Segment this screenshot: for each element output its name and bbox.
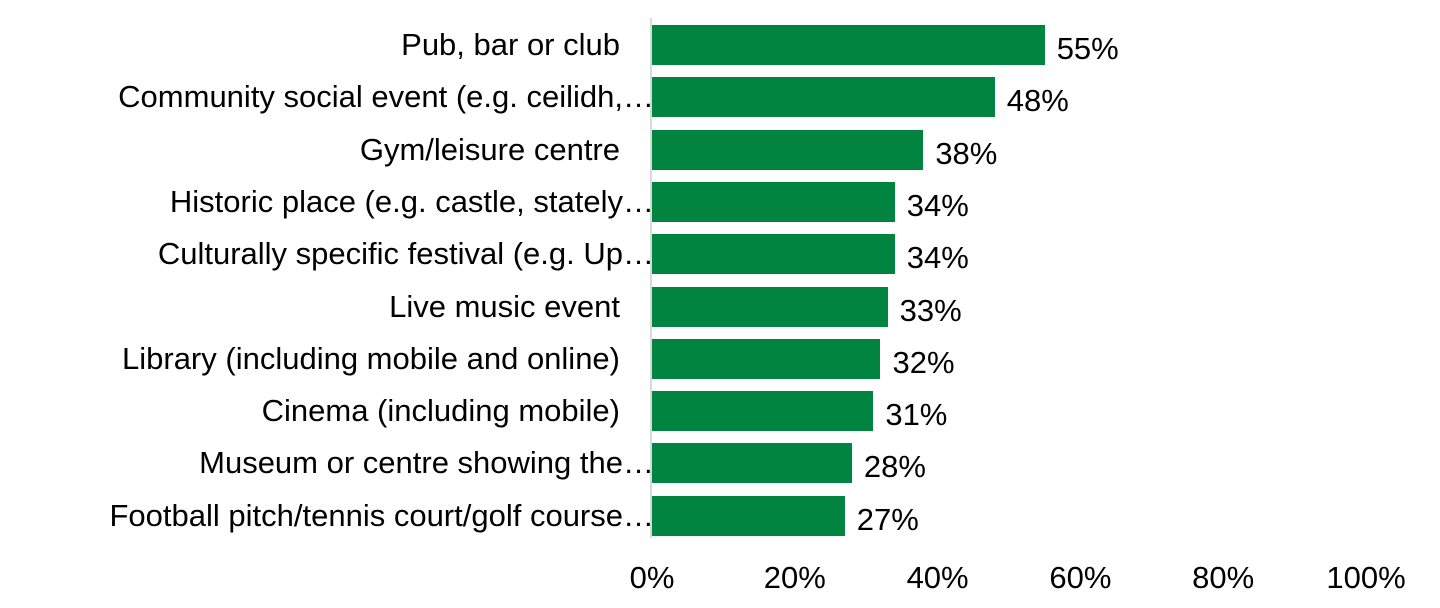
value-label: 48% <box>1006 83 1069 119</box>
category-label: Library (including mobile and online) <box>122 340 620 376</box>
category-label: Gym/leisure centre <box>359 131 620 167</box>
value-label: 33% <box>899 292 962 328</box>
bar <box>652 129 924 170</box>
bar-row: Library (including mobile and online) 32% <box>0 337 1440 389</box>
bar-row: Live music event 33% <box>0 285 1440 337</box>
category-label: Pub, bar or club <box>401 27 620 62</box>
bar-row: Museum or centre showing the… 28% <box>0 441 1440 493</box>
x-tick-label: 60% <box>1049 560 1112 595</box>
x-tick-label: 20% <box>763 560 826 595</box>
value-label: 32% <box>892 344 955 380</box>
value-label: 38% <box>935 135 998 171</box>
bar <box>652 338 881 379</box>
x-tick-label: 80% <box>1192 560 1255 595</box>
x-tick-label: 100% <box>1326 560 1406 595</box>
bar <box>652 25 1045 65</box>
bar <box>652 181 895 222</box>
x-tick-label: 40% <box>906 560 969 595</box>
category-label: Culturally specific festival (e.g. Up… <box>157 236 654 272</box>
bar <box>652 443 852 484</box>
category-label: Football pitch/tennis court/golf course… <box>109 497 655 533</box>
bar <box>652 77 995 118</box>
value-label: 27% <box>856 501 919 537</box>
value-label: 55% <box>1056 31 1119 66</box>
bar-row: Football pitch/tennis court/golf course…… <box>0 494 1440 546</box>
bar <box>652 286 888 327</box>
value-label: 34% <box>906 240 969 276</box>
bar-row: Cinema (including mobile) 31% <box>0 389 1440 441</box>
value-label: 34% <box>906 187 969 223</box>
bar-row: Culturally specific festival (e.g. Up… 34… <box>0 232 1440 284</box>
value-label: 31% <box>885 397 948 433</box>
bar <box>652 391 874 432</box>
category-label: Historic place (e.g. castle, stately… <box>169 183 654 219</box>
category-label: Museum or centre showing the… <box>199 445 654 481</box>
bar-row: Gym/leisure centre 38% <box>0 128 1440 180</box>
category-label: Community social event (e.g. ceilidh,… <box>118 79 654 115</box>
bar-row: Pub, bar or club 55% <box>0 23 1440 75</box>
category-label: Live music event <box>389 288 620 324</box>
bar-row: Historic place (e.g. castle, stately… 34% <box>0 180 1440 232</box>
x-tick-label: 0% <box>629 560 675 595</box>
bar-row: Community social event (e.g. ceilidh,… 48… <box>0 75 1440 127</box>
value-label: 28% <box>863 449 926 485</box>
bar <box>652 234 895 275</box>
category-label: Cinema (including mobile) <box>261 393 620 429</box>
bar <box>652 495 845 536</box>
y-axis-line <box>650 18 652 538</box>
